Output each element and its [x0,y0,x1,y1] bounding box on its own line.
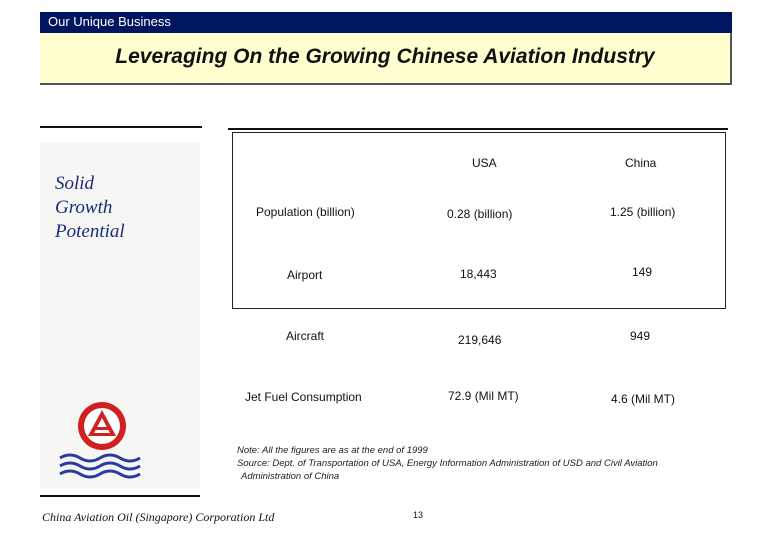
section-header-bar: Our Unique Business [40,12,732,33]
note-line: Administration of China [241,471,340,482]
usa-value: 18,443 [460,267,497,281]
side-heading-line: Potential [55,221,125,242]
china-value: 1.25 (billion) [610,205,676,219]
side-heading-line: Growth [55,197,113,218]
note-line: Note: All the figures are as at the end … [237,445,428,456]
left-divider-top [40,126,202,128]
note-line: Source: Dept. of Transportation of USA, … [237,458,658,469]
comparison-table-frame [232,132,726,309]
source-note: Note: All the figures are as at the end … [237,444,658,483]
usa-value: 219,646 [458,333,502,347]
side-heading-line: Solid [55,173,95,194]
cao-logo-icon [59,402,141,479]
column-header-usa: USA [472,156,497,170]
column-header-china: China [625,156,657,170]
left-divider-bottom [40,495,200,497]
page-number: 13 [413,510,424,520]
company-footer: China Aviation Oil (Singapore) Corporati… [42,510,275,524]
page-title: Leveraging On the Growing Chinese Aviati… [115,45,655,68]
row-label: Airport [287,268,323,282]
row-label: Jet Fuel Consumption [245,390,362,404]
table-divider-top [228,128,728,130]
title-box: Leveraging On the Growing Chinese Aviati… [40,33,732,85]
china-value: 4.6 (Mil MT) [611,392,675,406]
china-value: 949 [630,329,651,343]
section-label: Our Unique Business [48,14,171,29]
usa-value: 72.9 (Mil MT) [448,389,519,403]
side-heading: Solid Growth Potential [55,172,165,244]
row-label: Aircraft [286,329,325,343]
china-value: 149 [632,265,653,279]
row-label: Population (billion) [256,205,355,219]
usa-value: 0.28 (billion) [447,207,513,221]
